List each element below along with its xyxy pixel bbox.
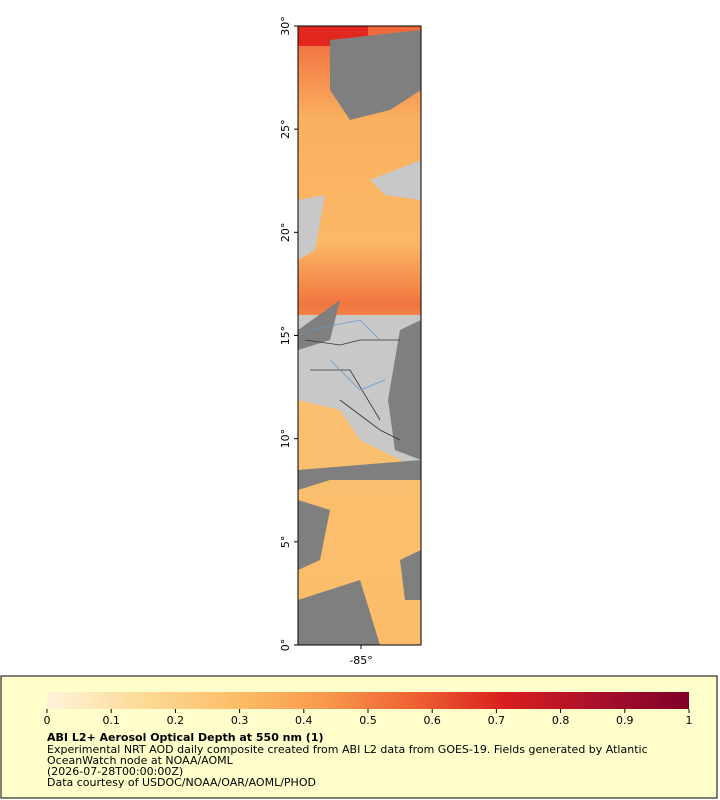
colorbar-tick-label: 0.8 [552, 714, 570, 727]
colorbar-tick-label: 0.2 [167, 714, 185, 727]
colorbar-tick-label: 0.7 [488, 714, 506, 727]
lat-tick-label: 20° [279, 223, 292, 243]
lat-tick-label: 5° [279, 536, 292, 549]
legend-line: Experimental NRT AOD daily composite cre… [47, 743, 648, 756]
colorbar-tick-label: 1 [686, 714, 693, 727]
legend-line: OceanWatch node at NOAA/AOML [47, 754, 234, 767]
colorbar-tick-label: 0 [44, 714, 51, 727]
map-image [298, 26, 421, 645]
colorbar-tick-label: 0.4 [295, 714, 313, 727]
lat-tick-label: 10° [279, 429, 292, 449]
legend-title: ABI L2+ Aerosol Optical Depth at 550 nm … [47, 731, 324, 744]
colorbar [47, 692, 689, 709]
lon-tick-label: -85° [349, 654, 372, 667]
colorbar-tick-label: 0.5 [359, 714, 377, 727]
lat-tick-label: 25° [279, 119, 292, 139]
colorbar-tick-label: 0.3 [231, 714, 249, 727]
colorbar-tick-label: 0.1 [102, 714, 120, 727]
colorbar-tick-label: 0.9 [616, 714, 634, 727]
colorbar-tick-label: 0.6 [423, 714, 441, 727]
legend-line: Data courtesy of USDOC/NOAA/OAR/AOML/PHO… [47, 776, 316, 789]
legend-line: (2026-07-28T00:00:00Z) [47, 765, 183, 778]
lat-tick-label: 15° [279, 326, 292, 346]
lat-tick-label: 30° [279, 16, 292, 36]
lat-tick-label: 0° [279, 639, 292, 652]
